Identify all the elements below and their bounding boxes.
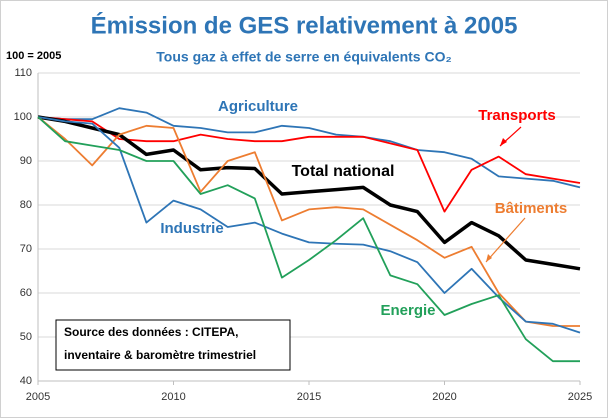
x-tick-label: 2020 — [432, 391, 456, 403]
y-tick-label: 90 — [20, 155, 32, 167]
series-label: Total national — [292, 163, 395, 180]
source-text: inventaire & baromètre trimestriel — [64, 348, 256, 362]
series-line — [37, 116, 580, 327]
chart-title: Émission de GES relativement à 2005 — [91, 11, 518, 39]
y-tick-label: 70 — [20, 243, 32, 255]
x-tick-label: 2010 — [161, 391, 185, 403]
series-line — [37, 116, 580, 363]
x-tick-label: 2015 — [297, 391, 321, 403]
source-box — [55, 319, 291, 371]
plot: 40 50 60 70 80 90 100 110 2005 2010 2015 2020 2025 Ag… — [14, 67, 593, 403]
series-label: Agriculture — [218, 98, 298, 115]
arrow — [485, 217, 526, 263]
y-tick-label: 40 — [20, 375, 32, 387]
series-line — [37, 116, 581, 334]
y-tick-label: 110 — [14, 67, 32, 79]
y-tick-label: 60 — [20, 287, 32, 299]
series-label: Bâtiments — [495, 200, 568, 217]
y-tick-label: 50 — [20, 331, 32, 343]
chart-subtitle: Tous gaz à effet de serre en équivalents… — [156, 49, 451, 65]
source-text: Source des données : CITEPA, — [64, 325, 238, 339]
y-tick-label: 80 — [20, 199, 32, 211]
y-axis-label: 100 = 2005 — [6, 50, 61, 62]
x-tick-label: 2005 — [26, 391, 50, 403]
y-tick-label: 100 — [14, 111, 32, 123]
x-tick-label: 2025 — [568, 391, 592, 403]
series-line — [37, 107, 581, 189]
series-line — [37, 115, 581, 271]
arrow-head — [486, 254, 492, 262]
series-label: Energie — [380, 302, 435, 319]
series-label: Transports — [478, 107, 556, 124]
arrow-head — [500, 138, 507, 146]
series-label: Industrie — [160, 220, 223, 237]
